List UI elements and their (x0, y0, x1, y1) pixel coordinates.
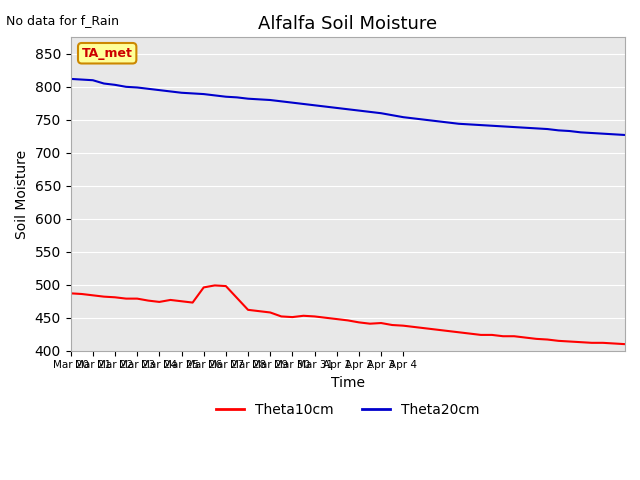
Theta10cm (189, 300, 196, 305)
Text: TA_met: TA_met (82, 47, 132, 60)
Theta20cm (233, 95, 241, 100)
Theta10cm (621, 341, 629, 347)
Theta10cm (211, 283, 219, 288)
Line: Theta10cm: Theta10cm (70, 286, 625, 344)
Theta10cm (244, 307, 252, 312)
Theta20cm (610, 132, 618, 137)
Text: No data for f_Rain: No data for f_Rain (6, 14, 120, 27)
Theta20cm (189, 91, 196, 96)
Y-axis label: Soil Moisture: Soil Moisture (15, 149, 29, 239)
Theta10cm (444, 328, 451, 334)
Legend: Theta10cm, Theta20cm: Theta10cm, Theta20cm (211, 397, 484, 422)
Theta10cm (255, 308, 263, 314)
Theta20cm (621, 132, 629, 138)
X-axis label: Time: Time (331, 376, 365, 390)
Theta20cm (244, 96, 252, 102)
Theta10cm (67, 290, 74, 296)
Line: Theta20cm: Theta20cm (70, 79, 625, 135)
Theta20cm (67, 76, 74, 82)
Title: Alfalfa Soil Moisture: Alfalfa Soil Moisture (259, 15, 437, 33)
Theta10cm (610, 341, 618, 347)
Theta20cm (433, 118, 440, 124)
Theta20cm (466, 121, 474, 127)
Theta10cm (477, 332, 484, 338)
